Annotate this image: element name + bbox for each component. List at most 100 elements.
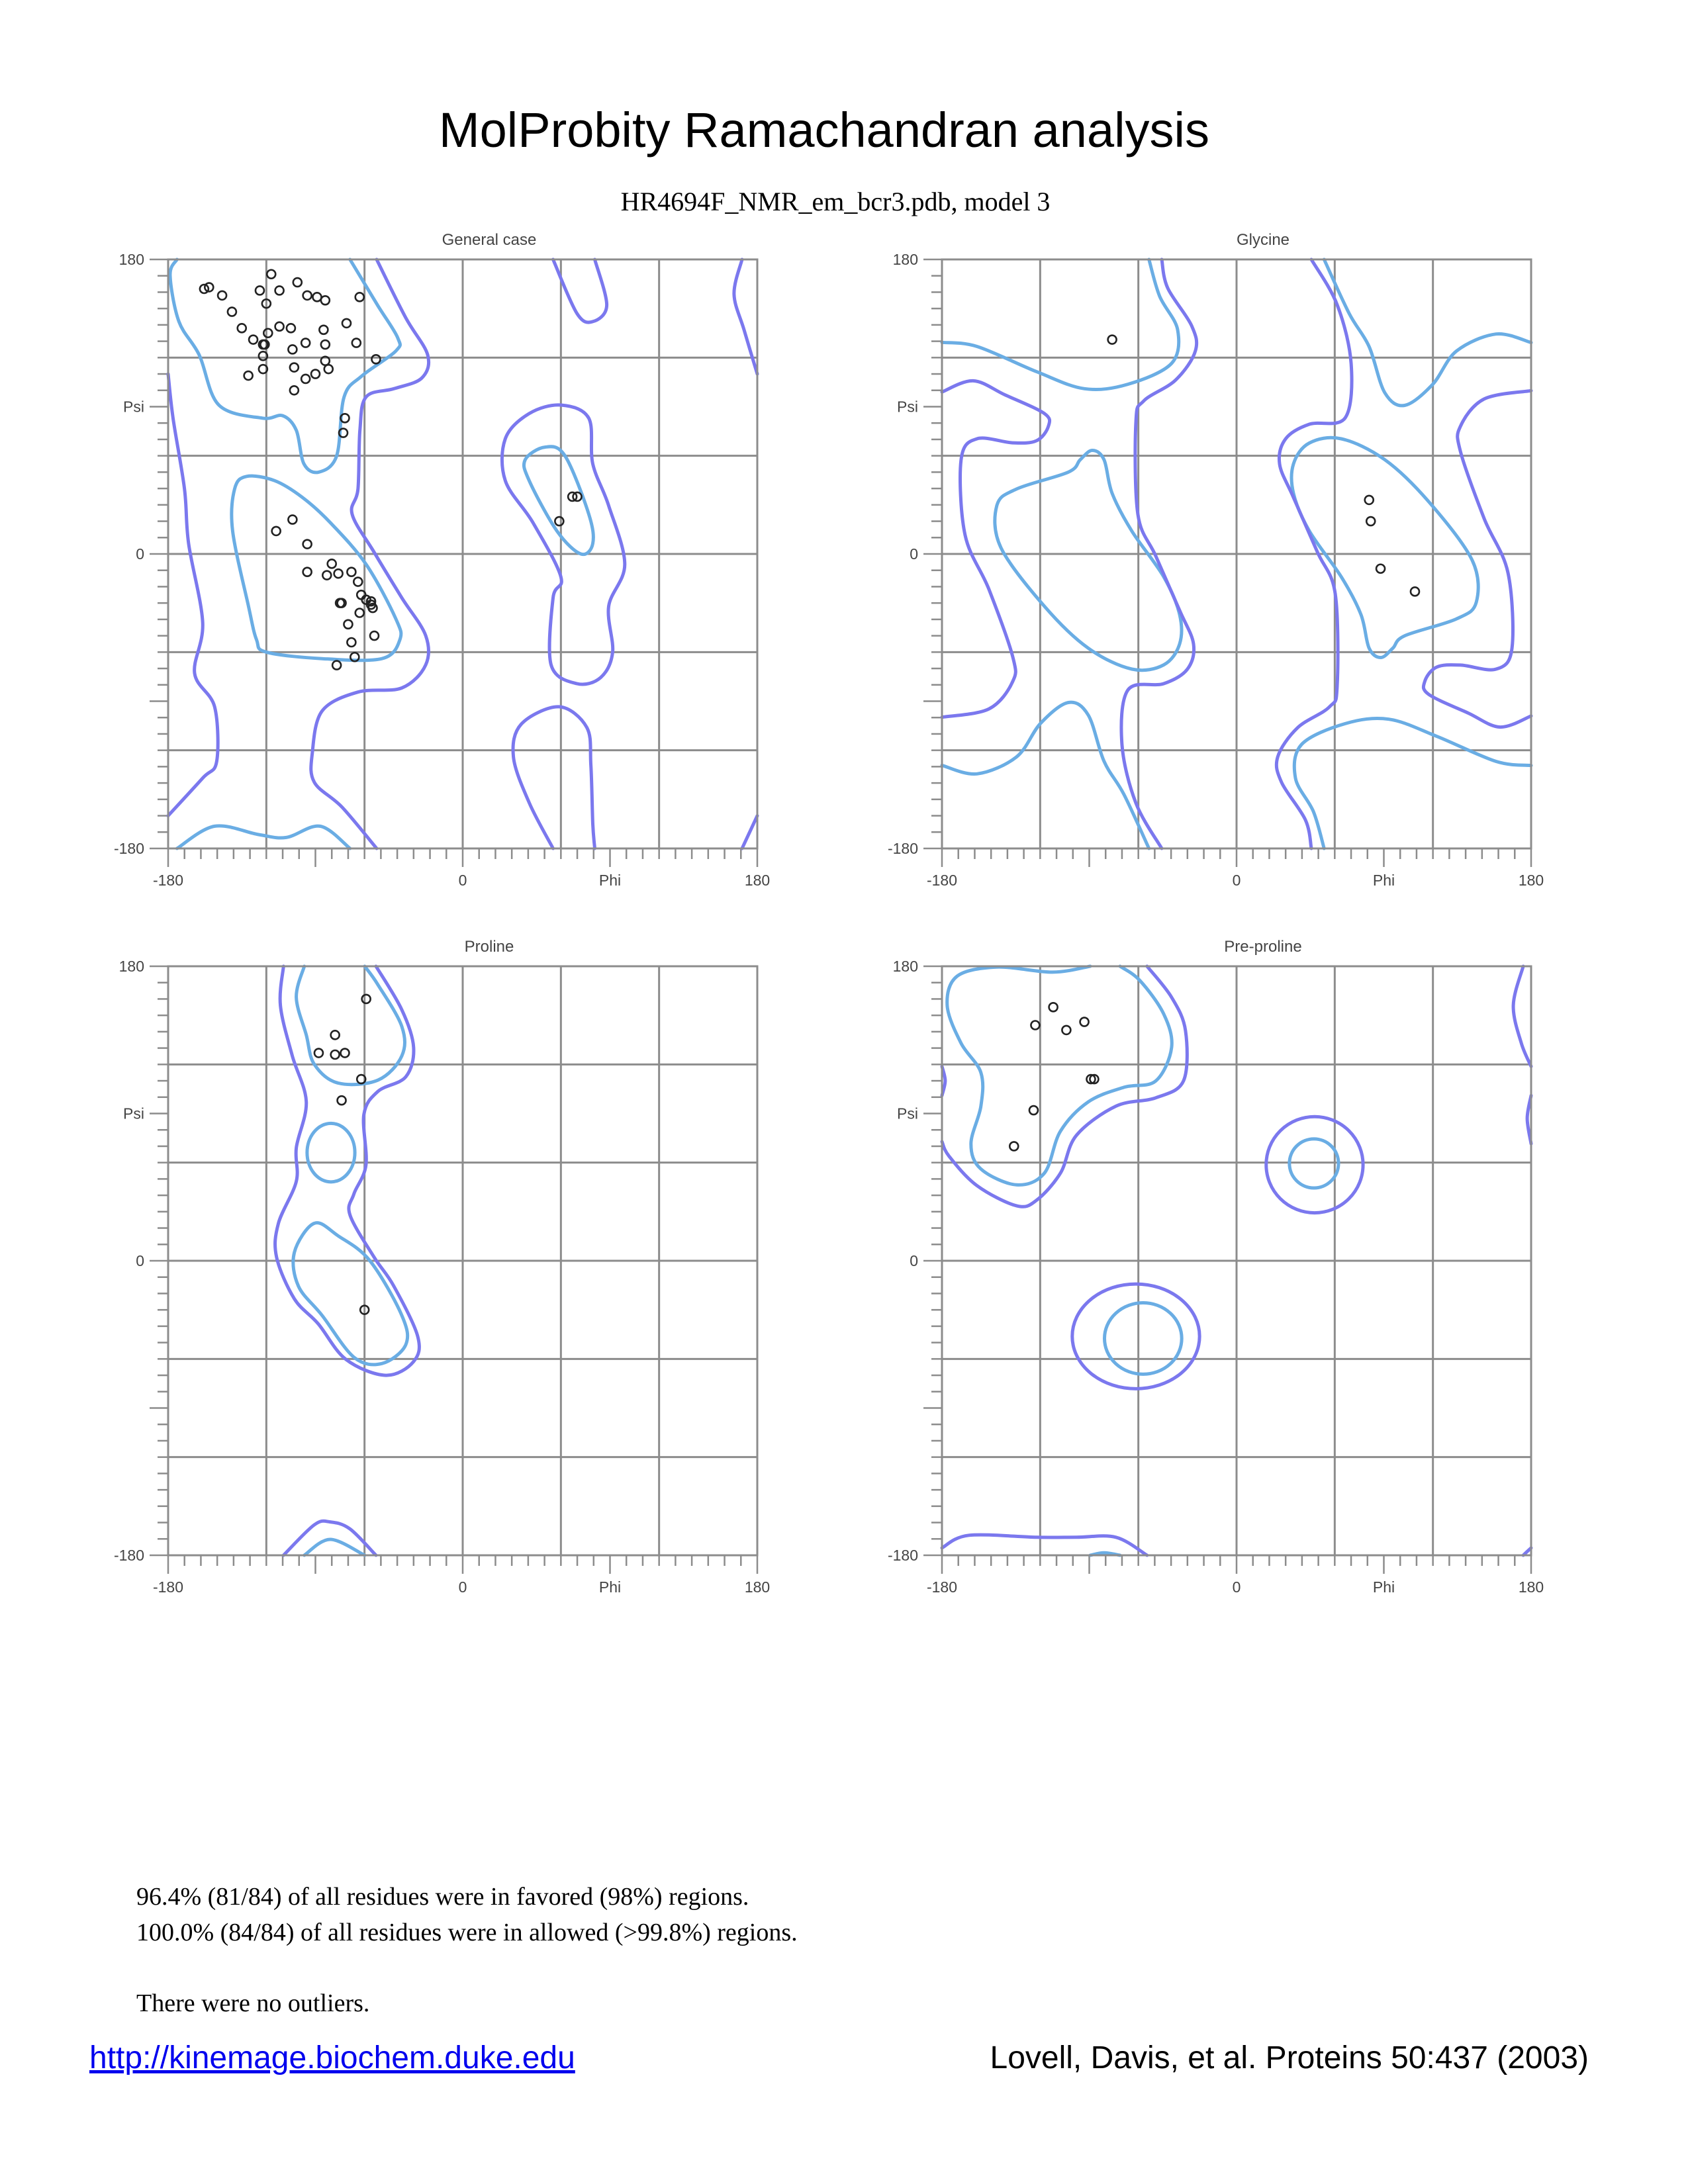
residue-point xyxy=(346,567,357,577)
plot-frame xyxy=(167,258,759,850)
residue-point xyxy=(300,373,311,385)
residue-point xyxy=(567,491,578,502)
plot-title: Pre-proline xyxy=(1224,938,1301,956)
ramachandran-plot-glycine: Glycine -180 0 Phi 180 180 Psi 0 -180 xyxy=(888,231,1544,889)
y-tick-label: -180 xyxy=(888,840,918,857)
residue-point xyxy=(351,338,362,348)
x-tick-label: 0 xyxy=(1233,872,1241,889)
residue-point xyxy=(369,630,380,641)
favored-region-contour xyxy=(1289,435,1480,659)
favored-region-contour xyxy=(522,445,595,557)
y-tick-label: 180 xyxy=(119,958,144,975)
residue-point xyxy=(1089,1073,1100,1085)
x-tick-label: 0 xyxy=(1233,1578,1241,1596)
residue-point xyxy=(310,369,321,379)
residue-point xyxy=(1086,1073,1096,1085)
allowed-region-contour xyxy=(1521,1546,1533,1557)
allowed-region-contour xyxy=(940,1533,1149,1557)
allowed-region-contour xyxy=(551,257,609,324)
x-tick-label: 0 xyxy=(459,1578,467,1596)
residue-points xyxy=(313,993,371,1315)
residue-point xyxy=(354,292,365,302)
summary-outliers: There were no outliers. xyxy=(136,1989,369,2017)
residue-point xyxy=(254,285,265,296)
x-tick-label: -180 xyxy=(927,872,957,889)
residue-point xyxy=(1375,563,1386,574)
residue-points xyxy=(1008,1002,1100,1152)
allowed-region-contour xyxy=(500,403,627,686)
favored-region-contour xyxy=(230,474,403,662)
residue-point xyxy=(354,608,365,618)
residue-point xyxy=(326,559,338,569)
residue-point xyxy=(367,602,378,614)
residue-point xyxy=(271,525,281,537)
residue-point xyxy=(572,491,583,502)
residue-point xyxy=(355,1073,367,1085)
residue-point xyxy=(330,1049,340,1060)
residue-point xyxy=(331,660,342,670)
residue-point xyxy=(340,413,350,424)
residue-point xyxy=(287,514,298,525)
residue-points xyxy=(1107,334,1421,597)
kinemage-link[interactable]: http://kinemage.biochem.duke.edu xyxy=(89,2040,575,2075)
residue-point xyxy=(340,1048,350,1058)
residue-point xyxy=(336,1095,347,1106)
ramachandran-plot-proline: Proline -180 0 Phi 180 180 Psi 0 -180 xyxy=(114,938,770,1596)
favored-region-contour xyxy=(168,257,402,475)
allowed-region-contour xyxy=(940,964,1189,1208)
x-axis-label: Phi xyxy=(1373,872,1395,889)
residue-point xyxy=(248,334,259,345)
page-subtitle: HR4694F_NMR_em_bcr3.pdb, model 3 xyxy=(621,187,1051,216)
residue-point xyxy=(330,1030,340,1040)
x-axis-label: Phi xyxy=(599,872,621,889)
favored-region-contour xyxy=(1288,1137,1340,1190)
residue-point xyxy=(1409,586,1421,597)
allowed-region-contour xyxy=(940,379,1052,719)
y-axis-label: Psi xyxy=(123,398,144,416)
residue-point xyxy=(1028,1105,1039,1116)
residue-point xyxy=(236,323,248,334)
favored-region-contour xyxy=(303,1537,367,1557)
residue-point xyxy=(365,596,377,607)
residue-point xyxy=(302,567,312,577)
residue-point xyxy=(333,568,344,579)
residue-point xyxy=(263,328,273,339)
x-tick-label: 0 xyxy=(459,872,467,889)
residue-point xyxy=(216,290,228,301)
summary-allowed: 100.0% (84/84) of all residues were in a… xyxy=(136,1919,798,1946)
allowed-region-contour xyxy=(166,372,220,818)
residue-point xyxy=(320,295,331,306)
residue-point xyxy=(226,306,238,317)
y-axis-label: Psi xyxy=(897,1105,918,1122)
plot-title: Glycine xyxy=(1237,231,1289,249)
contours xyxy=(940,257,1533,850)
allowed-region-contour xyxy=(1070,1282,1201,1390)
allowed-region-contour xyxy=(740,814,759,850)
residue-point xyxy=(323,363,334,375)
residue-point xyxy=(199,283,210,295)
y-tick-label: -180 xyxy=(114,1547,144,1564)
residue-point xyxy=(313,1048,324,1058)
residue-point xyxy=(352,576,363,587)
residue-point xyxy=(300,338,311,348)
y-tick-label: 180 xyxy=(119,251,144,268)
favored-region-contour xyxy=(305,1121,357,1184)
x-tick-label: 180 xyxy=(1519,1578,1544,1596)
x-tick-label: 180 xyxy=(745,1578,770,1596)
residue-point xyxy=(265,269,277,280)
y-tick-label: -180 xyxy=(888,1547,918,1564)
allowed-region-contour xyxy=(1421,388,1533,729)
x-tick-label: 180 xyxy=(1519,872,1544,889)
y-tick-label: 0 xyxy=(136,1252,144,1269)
residue-point xyxy=(343,619,353,630)
allowed-region-contour xyxy=(309,257,431,850)
residue-point xyxy=(346,637,357,648)
allowed-region-contour xyxy=(1511,964,1533,1068)
residue-point xyxy=(1365,516,1376,527)
x-axis-label: Phi xyxy=(599,1578,621,1596)
favored-region-contour xyxy=(1102,1301,1184,1376)
residue-point xyxy=(359,1304,370,1315)
residue-point xyxy=(302,539,312,549)
residue-point xyxy=(289,362,300,373)
